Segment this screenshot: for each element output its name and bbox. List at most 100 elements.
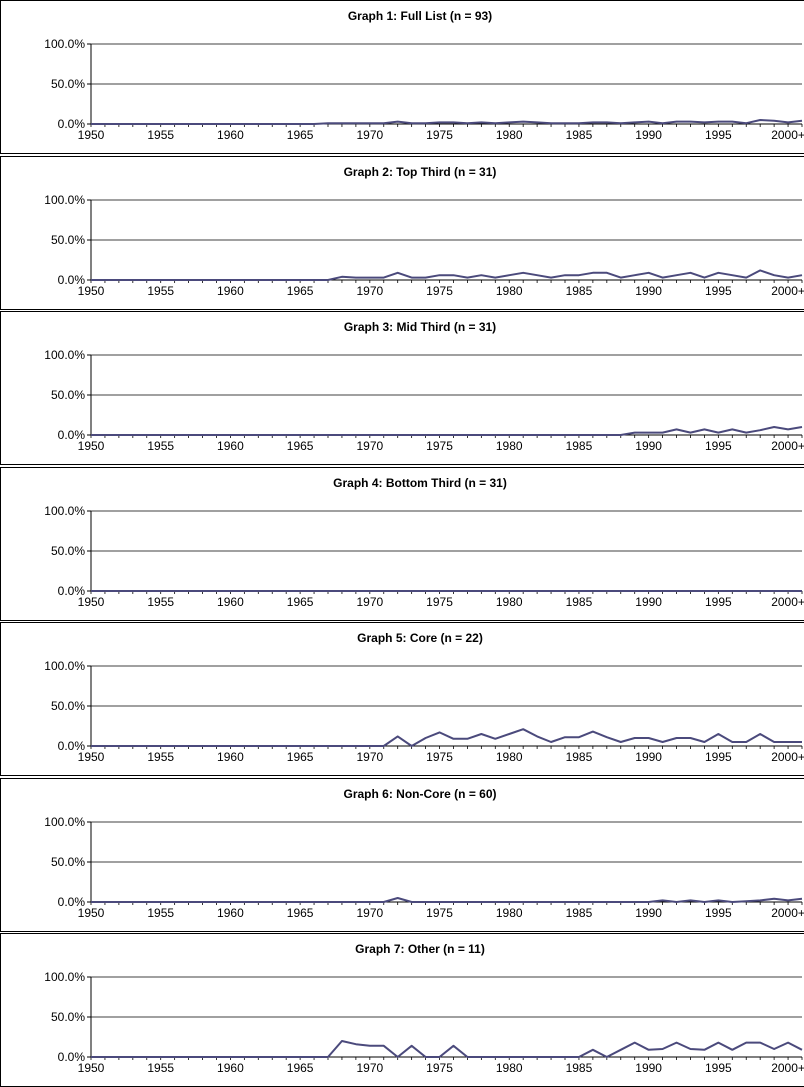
chart-panel-4: Graph 4: Bottom Third (n = 31) 100.0% 50.0…: [0, 467, 804, 621]
y-tick-label: 50.0%: [51, 544, 85, 558]
x-tick-label: 1955: [147, 439, 174, 453]
x-tick-label: 1990: [635, 906, 662, 920]
x-tick-label: 1985: [566, 595, 593, 609]
x-tick-label: 1955: [147, 906, 174, 920]
chart-border: [1, 312, 804, 465]
chart-panel-2: Graph 2: Top Third (n = 31)100.0%50.0%0.…: [0, 156, 804, 310]
x-tick-label: 1975: [426, 595, 453, 609]
x-tick-label: 1955: [147, 750, 174, 764]
x-tick-label: 1960: [217, 750, 244, 764]
x-tick-label: 1975: [426, 1061, 453, 1075]
y-tick-label: 50.0%: [51, 77, 85, 91]
x-tick-label: 2000+: [771, 750, 804, 764]
y-tick-label: 100.0%: [44, 659, 85, 673]
x-tick-label: 1980: [496, 128, 523, 142]
chart-border: [1, 623, 804, 776]
x-tick-label: 1980: [496, 906, 523, 920]
x-tick-label: 1995: [705, 439, 732, 453]
x-tick-label: 2000+: [771, 1061, 804, 1075]
x-tick-label: 2000+: [771, 906, 804, 920]
x-tick-label: 2000+: [771, 595, 804, 609]
x-tick-label: 1985: [566, 1061, 593, 1075]
x-tick-label: 1990: [635, 284, 662, 298]
x-tick-label: 1990: [635, 595, 662, 609]
x-tick-label: 1960: [217, 906, 244, 920]
chart-title: Graph 5: Core (n = 22): [357, 631, 483, 645]
x-tick-label: 1970: [356, 439, 383, 453]
x-tick-label: 1955: [147, 1061, 174, 1075]
x-tick-label: 1970: [356, 1061, 383, 1075]
x-tick-label: 1965: [287, 284, 314, 298]
x-tick-label: 1950: [78, 284, 105, 298]
x-tick-label: 2000+: [771, 128, 804, 142]
x-tick-label: 1970: [356, 906, 383, 920]
x-tick-label: 1980: [496, 1061, 523, 1075]
x-tick-label: 1965: [287, 750, 314, 764]
y-tick-label: 50.0%: [51, 1010, 85, 1024]
y-tick-label: 100.0%: [44, 37, 85, 51]
x-tick-label: 1955: [147, 128, 174, 142]
x-tick-label: 2000+: [771, 284, 804, 298]
x-tick-label: 1975: [426, 284, 453, 298]
x-tick-label: 1965: [287, 439, 314, 453]
x-tick-label: 1970: [356, 284, 383, 298]
chart-panel-6: Graph 6: Non-Core (n = 60)100.0%50.0%0.0…: [0, 778, 804, 932]
y-tick-label: 50.0%: [51, 388, 85, 402]
x-tick-label: 1995: [705, 1061, 732, 1075]
y-tick-label: 100.0%: [44, 193, 85, 207]
x-tick-label: 1950: [78, 128, 105, 142]
chart-title: Graph 6: Non-Core (n = 60): [343, 787, 496, 801]
x-tick-label: 1985: [566, 750, 593, 764]
x-tick-label: 1960: [217, 595, 244, 609]
x-tick-label: 1985: [566, 128, 593, 142]
x-tick-label: 1975: [426, 439, 453, 453]
x-tick-label: 1950: [78, 595, 105, 609]
x-tick-label: 1970: [356, 750, 383, 764]
y-tick-label: 100.0%: [44, 970, 85, 984]
chart-title: Graph 7: Other (n = 11): [355, 942, 485, 956]
x-tick-label: 1965: [287, 128, 314, 142]
x-tick-label: 1960: [217, 128, 244, 142]
x-tick-label: 1975: [426, 128, 453, 142]
x-tick-label: 1960: [217, 284, 244, 298]
x-tick-label: 1955: [147, 595, 174, 609]
x-tick-label: 1975: [426, 750, 453, 764]
x-tick-label: 1970: [356, 128, 383, 142]
x-tick-label: 1950: [78, 1061, 105, 1075]
y-tick-label: 100.0%: [44, 348, 85, 362]
x-tick-label: 1990: [635, 439, 662, 453]
chart-panel-3: Graph 3: Mid Third (n = 31)100.0%50.0%0.…: [0, 311, 804, 465]
x-tick-label: 1990: [635, 750, 662, 764]
x-tick-label: 1980: [496, 595, 523, 609]
x-tick-label: 1995: [705, 906, 732, 920]
x-tick-label: 1995: [705, 595, 732, 609]
x-tick-label: 1995: [705, 750, 732, 764]
chart-panel-5: Graph 5: Core (n = 22)100.0%50.0%0.0%195…: [0, 622, 804, 776]
chart-title: Graph 4: Bottom Third (n = 31): [333, 476, 507, 490]
x-tick-label: 1965: [287, 595, 314, 609]
chart-title: Graph 3: Mid Third (n = 31): [344, 320, 496, 334]
x-tick-label: 2000+: [771, 439, 804, 453]
x-tick-label: 1995: [705, 128, 732, 142]
x-tick-label: 1960: [217, 439, 244, 453]
x-tick-label: 1980: [496, 284, 523, 298]
x-tick-label: 1975: [426, 906, 453, 920]
x-tick-label: 1985: [566, 906, 593, 920]
x-tick-label: 1950: [78, 750, 105, 764]
chart-border: [1, 467, 804, 620]
chart-title: Graph 2: Top Third (n = 31): [344, 165, 497, 179]
x-tick-label: 1950: [78, 439, 105, 453]
x-tick-label: 1985: [566, 284, 593, 298]
x-tick-label: 1985: [566, 439, 593, 453]
y-tick-label: 100.0%: [44, 504, 85, 518]
x-tick-label: 1980: [496, 750, 523, 764]
chart-border: [1, 1, 804, 154]
x-tick-label: 1995: [705, 284, 732, 298]
x-tick-label: 1950: [78, 906, 105, 920]
x-tick-label: 1960: [217, 1061, 244, 1075]
chart-border: [1, 156, 804, 309]
chart-border: [1, 778, 804, 931]
y-tick-label: 50.0%: [51, 855, 85, 869]
x-tick-label: 1990: [635, 128, 662, 142]
